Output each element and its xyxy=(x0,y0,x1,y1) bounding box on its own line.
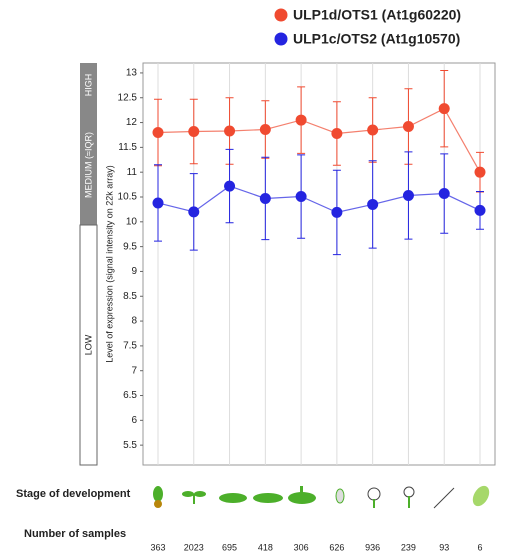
point xyxy=(152,197,164,209)
stage-icons xyxy=(153,485,490,509)
legend-label: ULP1c/OTS2 (At1g10570) xyxy=(293,31,460,47)
sample-count: 695 xyxy=(222,542,237,552)
point xyxy=(331,206,343,218)
sample-count: 2023 xyxy=(184,542,204,552)
legend-marker xyxy=(274,32,288,46)
point xyxy=(224,180,236,192)
y-tick-label: 8.5 xyxy=(123,291,137,302)
y-tick-label: 7 xyxy=(131,365,137,376)
samples-label: Number of samples xyxy=(24,528,126,540)
sample-count: 306 xyxy=(294,542,309,552)
point xyxy=(367,198,379,210)
y-tick-label: 6 xyxy=(131,415,137,426)
point xyxy=(295,191,307,203)
legend-label: ULP1d/OTS1 (At1g60220) xyxy=(293,7,461,23)
point xyxy=(402,190,414,202)
band-label: HIGH xyxy=(83,74,93,97)
legend-marker xyxy=(274,8,288,22)
sample-count: 239 xyxy=(401,542,416,552)
point xyxy=(224,125,236,137)
sample-count: 936 xyxy=(365,542,380,552)
y-tick-label: 10.5 xyxy=(118,192,138,203)
y-tick-label: 11 xyxy=(127,167,138,178)
point xyxy=(367,124,379,136)
sample-count: 418 xyxy=(258,542,273,552)
point xyxy=(188,125,200,137)
y-tick-label: 9.5 xyxy=(123,241,137,252)
point xyxy=(188,206,200,218)
point xyxy=(331,127,343,139)
band-low xyxy=(79,224,98,466)
sample-count: 363 xyxy=(150,542,165,552)
series-line xyxy=(157,185,481,214)
point xyxy=(152,126,164,138)
y-tick-label: 13 xyxy=(126,68,138,79)
band-label: MEDIUM (≈IQR) xyxy=(83,132,93,198)
sample-count: 626 xyxy=(329,542,344,552)
series-line xyxy=(157,107,481,173)
band-label: LOW xyxy=(83,334,93,355)
y-tick-label: 12 xyxy=(126,117,138,128)
y-tick-label: 12.5 xyxy=(118,92,138,103)
y-tick-label: 7.5 xyxy=(123,341,137,352)
y-tick-label: 6.5 xyxy=(123,390,137,401)
y-tick-label: 9 xyxy=(131,266,137,277)
band-medium xyxy=(80,106,97,225)
point xyxy=(474,166,486,178)
y-axis-label: Level of expression (signal intensity on… xyxy=(104,165,114,363)
plot-frame xyxy=(142,62,496,466)
y-tick-label: 8 xyxy=(131,316,137,327)
point xyxy=(259,192,271,204)
band-high xyxy=(80,63,97,106)
point xyxy=(402,121,414,133)
sample-count: 6 xyxy=(477,542,482,552)
point xyxy=(259,124,271,136)
point xyxy=(438,103,450,115)
point xyxy=(474,204,486,216)
point xyxy=(438,188,450,200)
point xyxy=(295,114,307,126)
y-tick-label: 5.5 xyxy=(123,440,137,451)
stage-label: Stage of development xyxy=(16,488,131,500)
sample-count: 93 xyxy=(439,542,449,552)
y-tick-label: 10 xyxy=(126,216,138,227)
y-tick-label: 11.5 xyxy=(118,142,137,153)
